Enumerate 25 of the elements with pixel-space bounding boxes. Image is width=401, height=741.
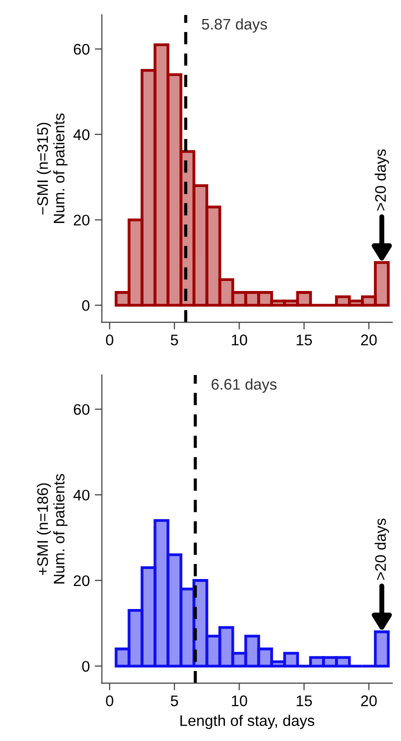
x-tick-label: 10 [232, 334, 248, 346]
x-tick-label: 0 [106, 334, 114, 346]
y-tick-label: 0 [82, 660, 90, 672]
x-tick-label: 20 [361, 334, 377, 346]
y-tick-label: 60 [74, 44, 90, 55]
x-tick-label: 15 [296, 696, 312, 706]
y-tick-label: 60 [74, 404, 90, 415]
ref-line-label: 6.61 days [212, 378, 277, 393]
annotation: >20 days [374, 518, 389, 580]
x-tick-label: 5 [170, 696, 178, 706]
ref-line-label: 5.87 days [202, 18, 267, 33]
y-tick-label: 20 [74, 575, 90, 586]
y-axis-title: −SMI (n=315) Num. of patients [36, 114, 68, 223]
y-axis-title: +SMI (n=186) Num. of patients [36, 474, 68, 584]
x-axis-title: Length of stay, days [180, 714, 314, 730]
y-tick-label: 40 [73, 490, 90, 501]
y-tick-label: 20 [74, 214, 90, 226]
annotation: >20 days [374, 149, 389, 211]
y-tick-label: 40 [73, 129, 90, 140]
x-tick-label: 20 [361, 695, 377, 706]
x-tick-label: 0 [106, 695, 114, 706]
y-tick-label: 0 [82, 300, 90, 311]
x-tick-label: 15 [296, 334, 312, 346]
x-tick-label: 10 [232, 695, 248, 706]
x-tick-label: 5 [170, 334, 178, 346]
